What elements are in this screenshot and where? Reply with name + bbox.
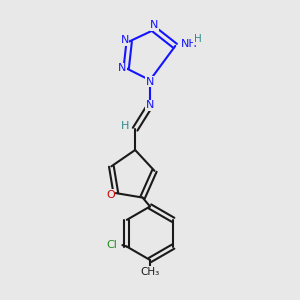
Text: N: N	[146, 76, 154, 87]
Text: N: N	[146, 100, 154, 110]
Text: N: N	[150, 20, 159, 30]
Text: Cl: Cl	[106, 240, 117, 250]
Text: NH: NH	[181, 40, 197, 50]
Text: N: N	[118, 63, 126, 73]
Text: H: H	[194, 34, 201, 44]
Text: O: O	[106, 190, 115, 200]
Text: CH₃: CH₃	[140, 267, 160, 277]
Text: H: H	[121, 121, 129, 131]
Text: N: N	[121, 35, 129, 45]
